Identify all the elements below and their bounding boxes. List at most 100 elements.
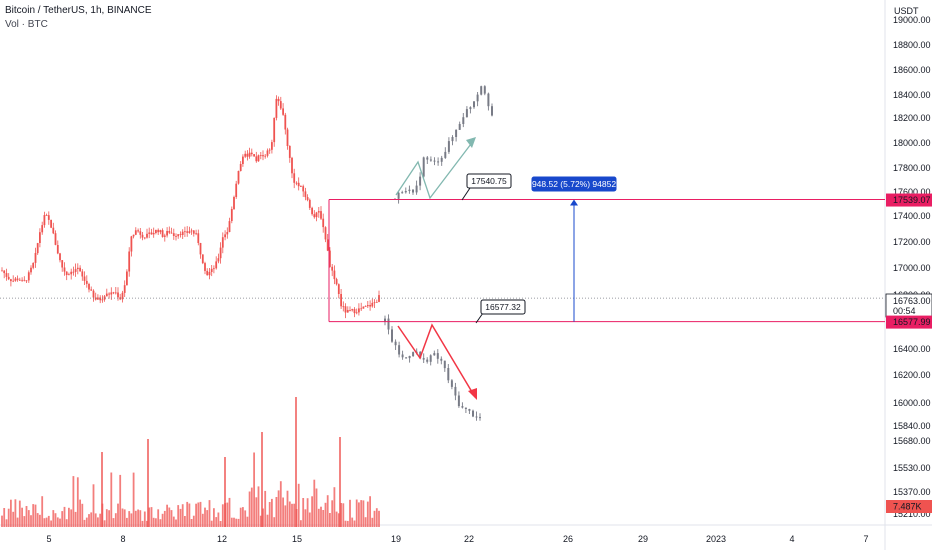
candle-body [163, 235, 166, 237]
upper-level-tag-text: 17539.07 [893, 195, 931, 205]
axis-unit-label: USDT [894, 6, 919, 16]
volume-bar [239, 507, 242, 527]
volume-bar [235, 518, 238, 527]
volume-bar [233, 517, 235, 527]
volume-bar [141, 520, 144, 527]
candle-body [5, 273, 8, 277]
candle-body [12, 280, 15, 282]
volume-bar [161, 513, 164, 527]
bull-projection-candle-body [455, 129, 458, 137]
x-tick-label: 22 [464, 534, 474, 544]
candle-body [362, 306, 365, 309]
symbol-title[interactable]: Bitcoin / TetherUS, 1h, BINANCE [5, 5, 152, 16]
bear-projection-candle-body [394, 341, 397, 346]
candle-body [108, 293, 110, 295]
volume-bar [139, 510, 142, 527]
candle-body [34, 253, 37, 263]
lower-price-label-box [480, 299, 526, 315]
volume-bar [201, 513, 204, 527]
x-tick-label: 2023 [706, 534, 726, 544]
volume-bar [197, 502, 200, 527]
volume-bar [184, 516, 186, 527]
candle-body [271, 142, 273, 150]
volume-bar [230, 517, 233, 527]
candle-body [217, 258, 220, 262]
candle-body [27, 272, 30, 281]
volume-bar [143, 511, 146, 527]
lower-level-tag-text: 16577.99 [893, 317, 931, 327]
volume-bar [275, 497, 278, 527]
candle-body [23, 279, 26, 281]
volume-bar [34, 504, 37, 527]
candle-body [70, 271, 73, 275]
candle-body [3, 270, 6, 274]
bull-projection-candle-body [401, 192, 404, 194]
candle-body [175, 236, 177, 237]
candle-body [14, 278, 17, 281]
candle-body [335, 279, 338, 285]
volume-bar [206, 510, 209, 527]
candle-body [304, 191, 307, 198]
candle-body [159, 230, 162, 233]
bear-projection-candle-body [468, 409, 471, 411]
volume-bar [30, 515, 32, 527]
lower-price-label-text: 16577.32 [485, 302, 521, 312]
volume-bar [373, 510, 376, 527]
bull-projection-candle-body [487, 93, 490, 107]
volume-bar [340, 503, 342, 527]
bear-projection-candle-body [401, 354, 404, 358]
time-axis[interactable]: 5 8 12 15 19 22 26 29 2023 4 7 [46, 534, 868, 544]
candle-body [201, 254, 204, 264]
x-tick-label: 26 [563, 534, 573, 544]
volume-indicator-label[interactable]: Vol · BTC [5, 19, 48, 30]
candle-body [76, 267, 79, 269]
candle-body [50, 219, 52, 228]
volume-bar [105, 509, 108, 527]
volume-bar [54, 513, 57, 527]
candle-body [170, 232, 173, 234]
candle-body [65, 271, 68, 275]
candle-body [39, 232, 41, 243]
volume-bar [170, 510, 173, 527]
candle-series [1, 95, 380, 319]
bull-projection-candle-body [426, 157, 429, 160]
bear-projection-candle-body [440, 358, 443, 361]
bearish-arrow-path [397, 323, 476, 398]
candle-body [184, 231, 186, 233]
volume-bar [190, 519, 193, 527]
level-lines[interactable] [0, 199, 885, 323]
candle-body [36, 243, 39, 254]
bear-projection-candle-body [475, 416, 478, 418]
volume-bar [242, 507, 244, 527]
candle-body [248, 152, 251, 157]
volume-bar [264, 490, 267, 527]
volume-bar [311, 496, 313, 527]
y-tick-label: 17200.00 [893, 237, 931, 247]
volume-bar [204, 507, 206, 527]
volume-bar [132, 472, 135, 527]
volume-bar [36, 513, 39, 527]
candle-body [117, 292, 119, 298]
price-axis[interactable]: 19000.00 18800.00 18600.00 18400.00 18200.00… [885, 15, 932, 519]
candle-body [90, 289, 93, 291]
bullish-arrow-path [395, 139, 475, 200]
bear-projection-candle-body [384, 318, 386, 322]
volume-bar [7, 508, 10, 527]
candle-body [63, 267, 66, 272]
candle-body [177, 234, 180, 237]
annotation-labels[interactable]: 17540.75 16577.32 948.52 (5.72%) 94852 [461, 173, 617, 324]
bull-projection-candle-body [440, 157, 443, 162]
candle-body [257, 155, 260, 162]
candle-body [199, 243, 202, 255]
volume-bar [271, 498, 273, 527]
candle-body [235, 183, 238, 197]
volume-bar [90, 512, 93, 527]
volume-bar [59, 518, 61, 527]
volume-bar [70, 509, 73, 527]
bull-projection-candle-body [451, 137, 454, 142]
volume-bar [308, 512, 311, 527]
upper-price-label-box [466, 173, 512, 189]
scenario-arrows[interactable] [395, 137, 477, 400]
candle-body [275, 98, 278, 118]
